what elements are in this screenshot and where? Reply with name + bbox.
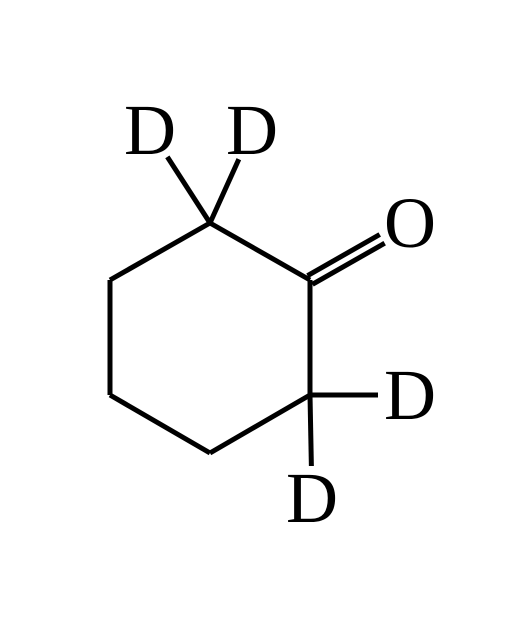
bond-line: [110, 395, 210, 453]
bond-line: [308, 235, 380, 276]
atom-label-d: D: [384, 355, 436, 435]
bond-line: [310, 395, 311, 466]
bond-line: [210, 223, 310, 280]
atom-label-d: D: [226, 90, 278, 170]
molecule-diagram: ODDDD: [0, 0, 512, 640]
atom-label-o: O: [384, 183, 436, 263]
bond-line: [110, 223, 210, 280]
bond-line: [312, 243, 384, 284]
atom-label-d: D: [286, 458, 338, 538]
atom-label-d: D: [124, 90, 176, 170]
bond-line: [210, 395, 310, 453]
